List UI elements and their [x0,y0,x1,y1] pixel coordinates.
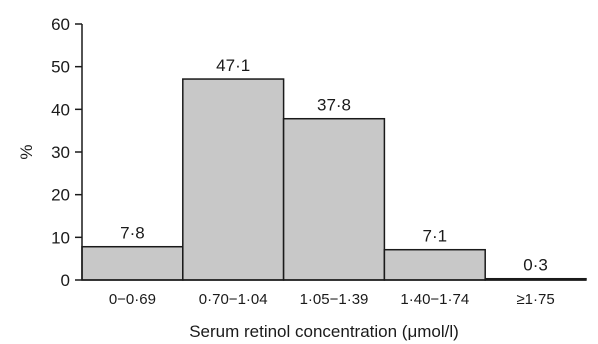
y-tick-label: 30 [51,143,70,162]
y-tick-label: 40 [51,100,70,119]
y-tick-label: 0 [61,271,70,290]
y-tick-label: 50 [51,58,70,77]
x-category-label: ≥1·75 [516,291,554,308]
category-labels: 0−0·69 0·70−1·04 1·05−1·39 1·40−1·74 ≥1·75 [109,291,555,308]
bar [81,245,184,281]
bar [182,78,285,281]
bar-value-label: 37·8 [317,96,351,115]
bar-value-label: 47·1 [216,56,250,75]
bar-value-label: 7·1 [423,227,448,246]
bar [282,117,386,281]
x-axis-title: Serum retinol concentration (μmol/l) [189,322,459,341]
bar-value-label: 7·8 [120,224,145,243]
x-category-label: 1·05−1·39 [300,291,369,308]
x-category-label: 1·40−1·74 [400,291,469,308]
bar [383,248,486,281]
y-axis-ticks: 0 10 20 30 40 50 60 [51,15,82,290]
bar-value-label: 0·3 [523,256,548,275]
y-tick-label: 60 [51,15,70,34]
y-tick-label: 20 [51,186,70,205]
x-category-label: 0−0·69 [109,291,156,308]
y-tick-label: 10 [51,228,70,247]
data-labels: 7·8 47·1 37·8 7·1 0·3 [120,56,548,275]
x-category-label: 0·70−1·04 [199,291,268,308]
y-axis-title: % [17,144,36,159]
bars [81,78,587,281]
